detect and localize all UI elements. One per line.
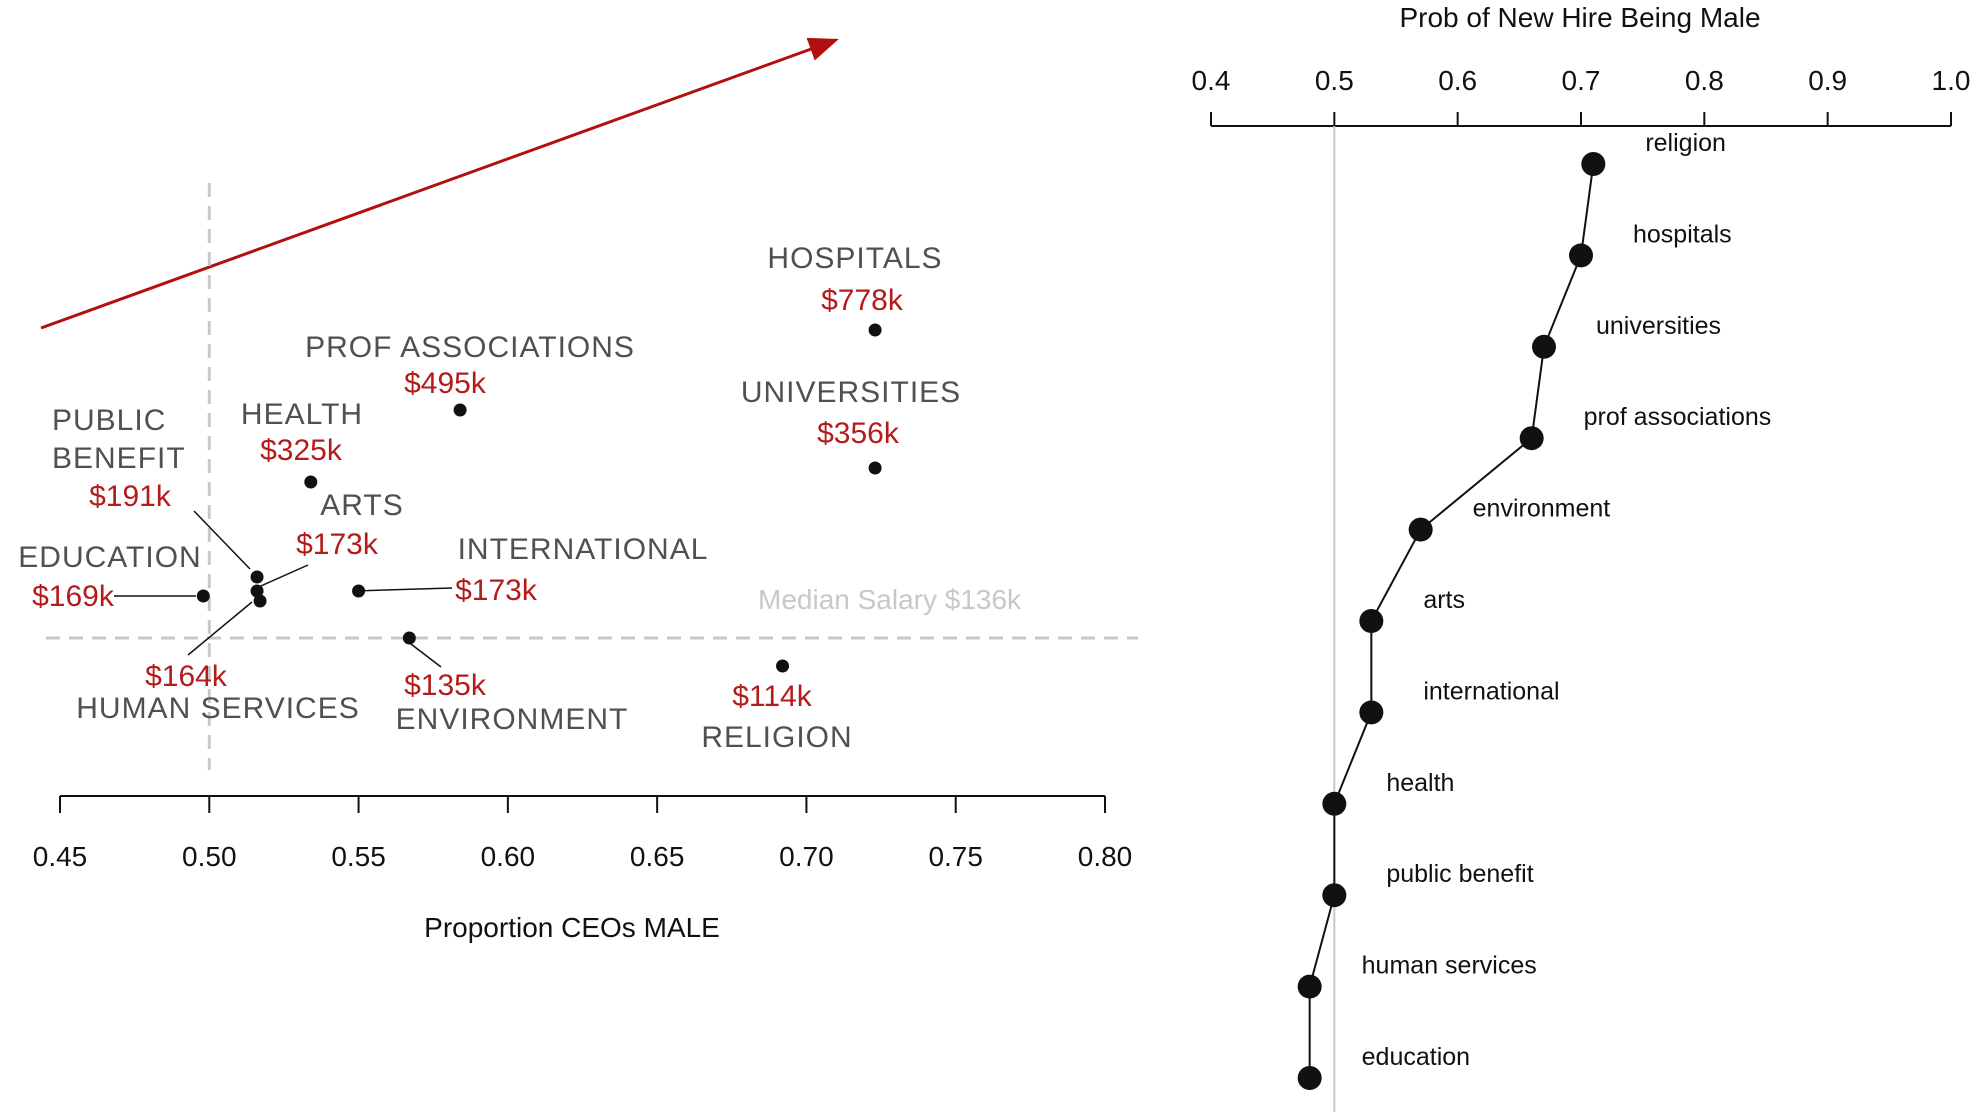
prob-point-health: [1322, 791, 1347, 816]
x-tick-label: 0.70: [779, 841, 834, 872]
point-environment: [402, 631, 416, 645]
point-universities: [868, 461, 882, 475]
category-label-environment: ENVIRONMENT: [396, 703, 629, 736]
prob-point-human-services: [1297, 974, 1322, 999]
x-tick-label: 0.50: [182, 841, 237, 872]
leader-line-arts: [251, 564, 309, 591]
top-tick-label: 0.4: [1192, 65, 1231, 96]
prob-point-public-benefit: [1322, 883, 1347, 908]
top-tick-label: 1.0: [1932, 65, 1970, 96]
salary-label-health: $325k: [260, 434, 343, 467]
x-tick-label: 0.55: [331, 841, 386, 872]
prob-point-international: [1359, 700, 1384, 725]
leader-line-public-benefit: [193, 510, 251, 570]
salary-scatter-chart: Median Salary $136k HOSPITALS $778k PROF A…: [18, 37, 1138, 943]
top-tick-label: 0.6: [1438, 65, 1477, 96]
salary-label-international: $173k: [455, 574, 538, 607]
prob-label-prof-associations: prof associations: [1584, 403, 1772, 431]
leader-line-international: [353, 587, 453, 592]
prob-label-health: health: [1386, 769, 1454, 797]
leader-line-environment: [406, 640, 442, 668]
top-tick-label: 0.8: [1685, 65, 1724, 96]
prob-label-arts: arts: [1423, 586, 1465, 614]
leader-line-human-services: [187, 601, 253, 656]
prob-point-education: [1297, 1066, 1322, 1090]
trend-arrow: [40, 37, 839, 330]
x-tick-label: 0.80: [1078, 841, 1133, 872]
prob-point-prof-associations: [1519, 426, 1544, 451]
x-tick-label: 0.75: [928, 841, 983, 872]
prob-label-education: education: [1362, 1043, 1470, 1071]
prob-point-religion: [1581, 152, 1606, 176]
category-label-religion: RELIGION: [701, 721, 852, 754]
prob-label-hospitals: hospitals: [1633, 220, 1732, 248]
point-labels: HOSPITALS $778k PROF ASSOCIATIONS$495k UNIV…: [18, 242, 961, 754]
prob-label-international: international: [1423, 677, 1559, 705]
x-axis-title: Proportion CEOs MALE: [424, 912, 720, 943]
x-tick-label: 0.60: [481, 841, 536, 872]
point-religion: [776, 659, 790, 673]
point-human-services: [253, 594, 267, 608]
prob-point-universities: [1532, 334, 1556, 359]
category-label-health: HEALTH: [241, 398, 363, 431]
point-education: [196, 589, 210, 603]
category-label-human-services: HUMAN SERVICES: [76, 692, 360, 725]
chart-title: Prob of New Hire Being Male: [1399, 2, 1760, 33]
x-tick-label: 0.65: [630, 841, 685, 872]
point-arts: [250, 584, 264, 598]
prob-label-environment: environment: [1473, 495, 1611, 523]
salary-label-public-benefit: $191k: [89, 480, 172, 513]
salary-label-universities: $356k: [817, 417, 900, 450]
salary-label-human-services: $164k: [145, 660, 228, 693]
point-hospitals: [868, 323, 882, 337]
category-label-international: INTERNATIONAL: [458, 533, 709, 566]
salary-label-religion: $114k: [732, 680, 813, 713]
x-tick-label: 0.45: [33, 841, 88, 872]
point-international: [352, 584, 366, 598]
salary-label-arts: $173k: [296, 528, 379, 561]
top-tick-label: 0.9: [1808, 65, 1847, 96]
median-salary-label: Median Salary $136k: [758, 584, 1022, 615]
point-public-benefit: [250, 570, 264, 584]
leader-lines: [114, 510, 453, 668]
category-label-public-benefit: PUBLIC BENEFIT: [52, 404, 186, 475]
prob-point-hospitals: [1569, 243, 1593, 268]
prob-label-public-benefit: public benefit: [1386, 860, 1533, 888]
salary-label-environment: $135k: [404, 669, 487, 702]
probability-points: [1297, 152, 1606, 1090]
new-hire-probability-chart: Prob of New Hire Being Male 0.4 0.5 0.6 0.7…: [1192, 2, 1970, 1112]
prob-label-human-services: human services: [1362, 952, 1537, 980]
point-prof-associations: [453, 403, 467, 417]
category-labels: religion hospitals universities prof associ…: [1362, 129, 1772, 1071]
top-axis-ticks: 0.4 0.5 0.6 0.7 0.8 0.9 1.0: [1192, 65, 1970, 126]
x-axis-ticks: 0.45 0.50 0.55 0.60 0.65 0.70 0.75 0.80: [33, 796, 1133, 872]
category-label-hospitals: HOSPITALS: [767, 242, 942, 275]
data-points: [196, 323, 882, 673]
top-tick-label: 0.7: [1562, 65, 1601, 96]
top-tick-label: 0.5: [1315, 65, 1354, 96]
prob-label-religion: religion: [1645, 129, 1726, 157]
category-label-education: EDUCATION: [18, 541, 201, 574]
salary-label-prof-associations: $495k: [404, 367, 487, 400]
probability-line: [1308, 163, 1595, 1078]
prob-point-environment: [1408, 517, 1433, 542]
prob-label-universities: universities: [1596, 312, 1721, 340]
salary-label-education: $169k: [32, 580, 115, 613]
category-label-arts: ARTS: [320, 489, 403, 522]
point-health: [304, 475, 318, 489]
category-label-universities: UNIVERSITIES: [741, 376, 961, 409]
prob-point-arts: [1359, 609, 1384, 633]
category-label-prof-associations: PROF ASSOCIATIONS: [305, 331, 635, 364]
salary-label-hospitals: $778k: [821, 284, 904, 317]
